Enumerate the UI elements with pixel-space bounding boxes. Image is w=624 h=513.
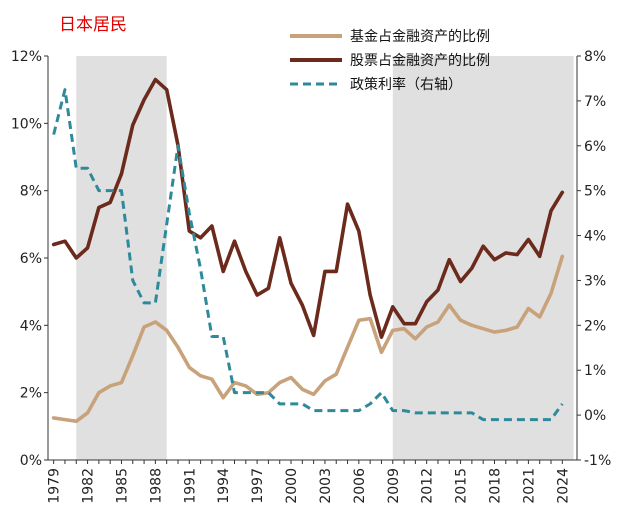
x-tick-label: 1991: [182, 468, 198, 504]
left-tick-label: 2%: [20, 386, 42, 402]
right-tick-label: 4%: [584, 229, 606, 245]
series-line-1: [51, 77, 565, 339]
x-tick-label: 2003: [318, 468, 334, 504]
x-tick-label: 2018: [487, 468, 503, 504]
x-tick-label: 2000: [284, 468, 300, 504]
left-tick-label: 8%: [20, 184, 42, 200]
x-tick-label: 1997: [250, 468, 266, 504]
left-tick-label: 10%: [11, 116, 42, 132]
left-tick-label: 0%: [20, 453, 42, 469]
right-tick-label: -1%: [584, 453, 611, 469]
x-tick-label: 2021: [521, 468, 537, 504]
x-tick-label: 1985: [114, 468, 130, 504]
shaded-period-0: [76, 56, 167, 460]
x-tick-label: 2012: [420, 468, 436, 504]
right-tick-label: 8%: [584, 49, 606, 65]
x-tick-label: 1994: [216, 468, 232, 504]
right-tick-label: 6%: [584, 139, 606, 155]
shaded-period-1: [392, 56, 574, 460]
series-line-0: [51, 254, 565, 424]
x-tick-label: 1982: [81, 468, 97, 504]
left-tick-label: 4%: [20, 318, 42, 334]
right-tick-label: 5%: [584, 184, 606, 200]
legend-label-2: 政策利率（右轴）: [350, 76, 462, 93]
x-tick-label: 2015: [454, 468, 470, 504]
x-tick-label: 2006: [352, 468, 368, 504]
legend-label-1: 股票占金融资产的比例: [350, 53, 490, 69]
x-tick-label: 1988: [148, 468, 164, 504]
right-tick-label: 2%: [584, 318, 606, 334]
right-tick-label: 3%: [584, 273, 606, 289]
x-tick-label: 2009: [386, 468, 402, 504]
series-line-2: [52, 88, 564, 422]
x-tick-label: 1979: [47, 468, 63, 504]
legend-label-0: 基金占金融资产的比例: [350, 28, 490, 45]
right-tick-label: 7%: [584, 94, 606, 110]
left-tick-label: 12%: [11, 49, 42, 65]
chart-title: 日本居民: [59, 15, 127, 35]
right-tick-label: 0%: [584, 408, 606, 424]
left-tick-label: 6%: [20, 251, 42, 267]
right-tick-label: 1%: [584, 363, 606, 379]
x-tick-label: 2024: [555, 468, 571, 504]
